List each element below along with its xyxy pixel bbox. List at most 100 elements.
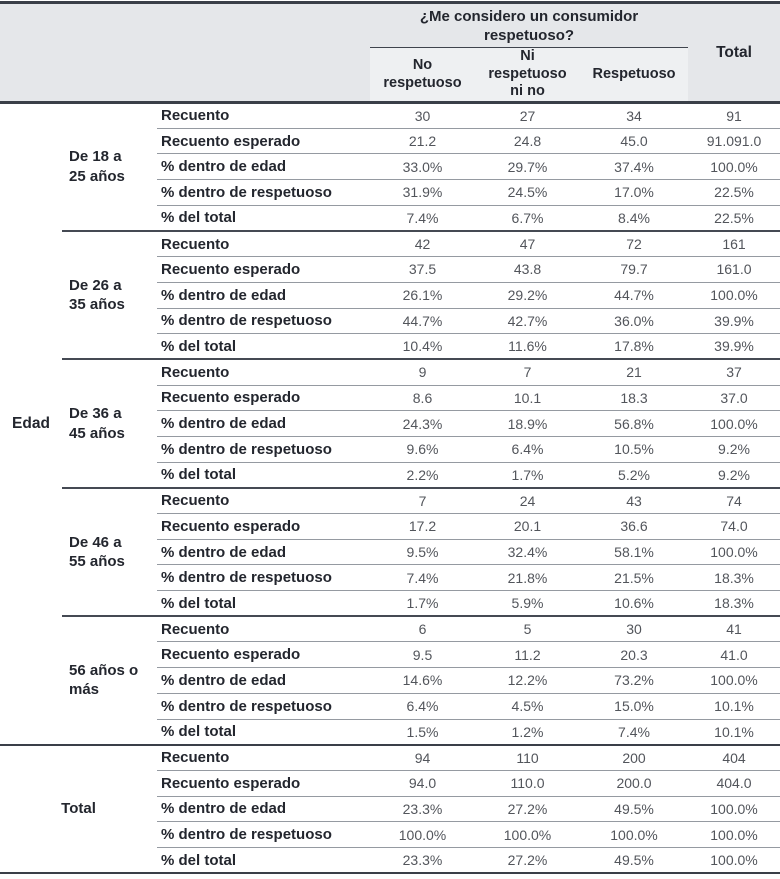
table-row: De 46 a 55 años Recuento 7 24 43 74 [0, 486, 780, 617]
row-label: % dentro de edad [157, 795, 370, 822]
table-row: De 26 a 35 años Recuento 42 47 72 161 [0, 229, 780, 360]
data-cell: 30 [414, 107, 431, 124]
question-header: ¿Me considero un consumidor respetuoso? [370, 2, 689, 48]
data-cell: 73.2% [580, 667, 689, 694]
data-cell: 33.0% [370, 153, 475, 180]
table-header: ¿Me considero un consumidor respetuoso? … [0, 2, 780, 104]
data-cell: 21.8% [475, 564, 580, 591]
data-cell: 30 [580, 615, 689, 642]
data-cell: 37.4% [580, 153, 689, 180]
data-cell: 29.2% [475, 281, 580, 308]
group-label: De 26 a 35 años [62, 229, 157, 360]
table-row: % dentro de edad 23.3% 27.2% 49.5% 100.0% [0, 795, 780, 822]
data-cell: 100.0% [688, 846, 780, 874]
data-cell: 42 [370, 229, 475, 257]
row-label: Recuento [161, 107, 230, 125]
data-cell: 37.0 [688, 384, 780, 411]
data-cell: 100.0% [688, 538, 780, 565]
data-cell: 6.4% [475, 435, 580, 463]
header-row-columns: No respetuoso Ni respetuoso ni no Respet… [0, 47, 780, 104]
data-cell: 4.5% [475, 692, 580, 719]
data-cell: 100.0% [688, 281, 780, 308]
data-cell: 6.7% [475, 204, 580, 231]
row-label: % dentro de respetuoso [157, 564, 370, 591]
table-row: % del total 1.5% 1.2% 7.4% 10.1% [0, 718, 780, 745]
data-cell: 22.5% [688, 179, 780, 206]
data-cell: 24 [475, 486, 580, 514]
row-label: Recuento esperado [157, 513, 370, 540]
data-cell: 1.2% [475, 718, 580, 745]
data-cell: 56.8% [580, 410, 689, 437]
group-label: 56 años o más [62, 615, 157, 745]
data-cell: 10.4% [370, 333, 475, 360]
data-cell: 47 [475, 229, 580, 257]
group-label: De 36 a 45 años [62, 358, 157, 488]
data-cell: 74 [688, 486, 780, 514]
data-cell: 5 [475, 615, 580, 642]
row-label: % dentro de respetuoso [157, 179, 370, 206]
data-cell: 17.2 [370, 513, 475, 540]
data-cell: 17.8% [580, 333, 689, 360]
data-cell: 91 [726, 107, 742, 124]
table-row: % dentro de edad 14.6% 12.2% 73.2% 100.0% [0, 667, 780, 694]
data-cell: 21.5% [580, 564, 689, 591]
data-cell: 10.1% [688, 692, 780, 719]
row-label: % dentro de edad [157, 410, 370, 437]
data-cell: 110.0 [475, 769, 580, 797]
table-row: % dentro de respetuoso 7.4% 21.8% 21.5% 18.3… [0, 564, 780, 591]
total-column-header: Total [688, 2, 780, 104]
data-cell: 2.2% [370, 461, 475, 488]
data-cell: 100.0% [688, 795, 780, 822]
row-label: % dentro de respetuoso [157, 307, 370, 334]
table-row: % del total 2.2% 1.7% 5.2% 9.2% [0, 461, 780, 488]
data-cell: 36.0% [580, 307, 689, 334]
data-cell: 44.7% [370, 307, 475, 334]
data-cell: 10.5% [580, 435, 689, 463]
row-label: % dentro de respetuoso [157, 692, 370, 719]
table-row: Recuento esperado 37.5 43.8 79.7 161.0 [0, 256, 780, 283]
data-cell: 404 [688, 743, 780, 771]
table-row: % dentro de respetuoso 31.9% 24.5% 17.0% 22.… [0, 179, 780, 206]
data-cell: 7.4% [580, 718, 689, 745]
table-row: % dentro de edad 24.3% 18.9% 56.8% 100.0% [0, 410, 780, 437]
row-label: % del total [157, 846, 370, 874]
data-cell: 26.1% [370, 281, 475, 308]
data-cell: 23.3% [370, 795, 475, 822]
table-row: % dentro de respetuoso 6.4% 4.5% 15.0% 10.1% [0, 692, 780, 719]
data-cell: 43 [580, 486, 689, 514]
col-header-ni-respetuoso-ni-no: Ni respetuoso ni no [475, 47, 580, 104]
data-cell: 21.2 [370, 127, 475, 154]
data-cell: 10.6% [580, 590, 689, 617]
data-cell: 100.0% [688, 821, 780, 848]
table-row: % dentro de edad 26.1% 29.2% 44.7% 100.0% [0, 281, 780, 308]
data-cell: 9.6% [370, 435, 475, 463]
data-cell: 7.4% [370, 204, 475, 231]
data-cell: 100.0% [580, 821, 689, 848]
row-label: % dentro de respetuoso [157, 821, 370, 848]
data-cell: 1.7% [370, 590, 475, 617]
row-label: % dentro de edad [157, 538, 370, 565]
header-row-question: ¿Me considero un consumidor respetuoso? … [0, 2, 780, 104]
data-cell: 100.0% [370, 821, 475, 848]
data-cell: 20.1 [475, 513, 580, 540]
data-cell: 11.2 [475, 641, 580, 668]
row-label: Recuento esperado [157, 769, 370, 797]
data-cell: 12.2% [475, 667, 580, 694]
header-corner-cell [0, 2, 370, 104]
row-label: Recuento esperado [157, 641, 370, 668]
data-cell: 58.1% [580, 538, 689, 565]
col-header-respetuoso: Respetuoso [580, 47, 689, 104]
row-label: Recuento [157, 743, 370, 771]
row-label: % dentro de edad [157, 667, 370, 694]
data-cell: 41.0 [688, 641, 780, 668]
row-label: % del total [157, 718, 370, 745]
data-cell: 27 [519, 107, 536, 124]
data-cell: 18.9% [475, 410, 580, 437]
table-row: 56 años o más Recuento 6 5 30 41 [0, 615, 780, 745]
data-cell: 18.3% [688, 564, 780, 591]
data-cell: 41 [688, 615, 780, 642]
data-cell: 10.1% [688, 718, 780, 745]
data-cell: 36.6 [580, 513, 689, 540]
data-cell: 21 [580, 358, 689, 386]
